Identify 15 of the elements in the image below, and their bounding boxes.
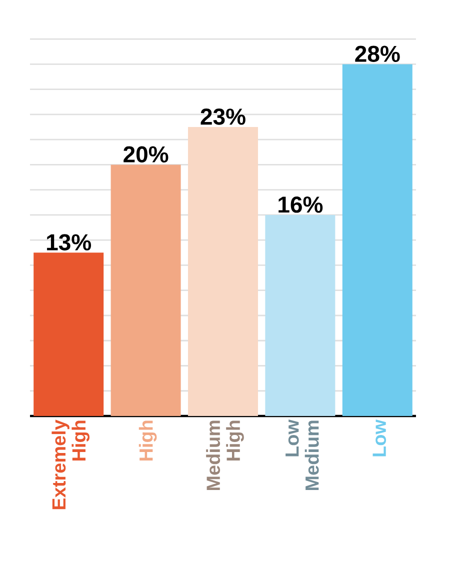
x-tick-label: Low [372, 420, 386, 456]
data-label: 20% [124, 146, 168, 163]
data-label: 28% [355, 46, 400, 62]
data-label: 16% [278, 196, 323, 213]
x-tick-label: Medium High [206, 420, 244, 490]
x-tick-label: Low Medium [286, 420, 319, 490]
bar [188, 127, 258, 416]
bar [342, 64, 412, 416]
bar [265, 214, 336, 416]
data-label: 13% [47, 234, 92, 250]
bar [110, 164, 181, 416]
data-label: 23% [200, 108, 246, 125]
x-tick-label: Extremely High [52, 420, 90, 510]
bar [34, 252, 104, 416]
x-tick-label: High [138, 420, 157, 460]
